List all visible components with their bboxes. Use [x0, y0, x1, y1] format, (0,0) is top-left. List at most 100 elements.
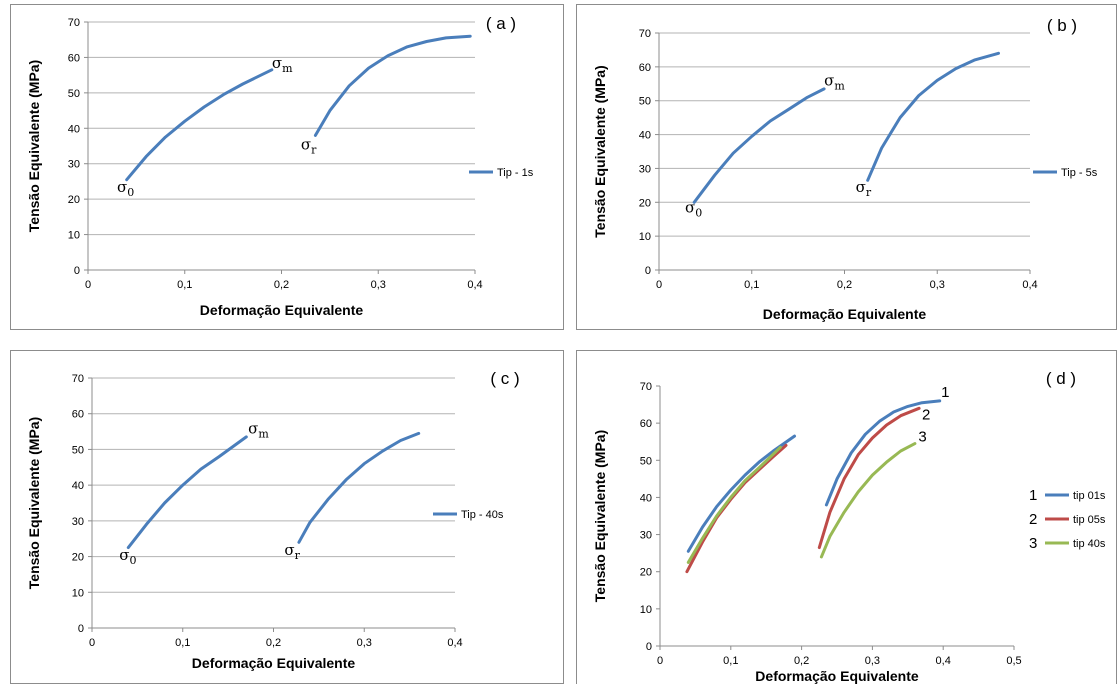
y-axis-title: Tensão Equivalente (MPa)	[26, 60, 42, 232]
x-tick-label: 0,5	[1006, 655, 1021, 667]
x-tick-label: 0,4	[447, 637, 462, 649]
x-tick-label: 0,3	[930, 279, 945, 291]
y-tick-label: 60	[68, 52, 80, 64]
sigma-symbol: σ	[248, 419, 258, 437]
y-tick-label: 70	[639, 28, 651, 40]
chart-panel-a: 0 10 20 30 40 50 60 70 0 0,1 0,2 0,3 0,4 Deformação E…	[10, 4, 564, 330]
y-tick-label: 20	[639, 197, 651, 209]
y-tick-label: 10	[640, 604, 652, 616]
sigma-subscript: r	[311, 144, 317, 157]
sigma-symbol: σ	[301, 136, 311, 154]
series-line	[125, 68, 274, 182]
x-tick-label: 0	[89, 637, 95, 649]
y-tick-label: 10	[68, 230, 80, 242]
x-tick-label: 0	[85, 279, 91, 291]
sigma-annotation: σr	[301, 136, 317, 157]
x-axis-title: Deformação Equivalente	[200, 302, 364, 318]
legend-label: Tip - 1s	[497, 167, 534, 179]
chart-svg: 0 10 20 30 40 50 60 70 0 0,1 0,2 0,3 0,4 Deformação E…	[592, 16, 1098, 322]
chart-svg: 0 10 20 30 40 50 60 70 0 0,1 0,2 0,3 0,4 Deformação E…	[26, 14, 534, 318]
curve-number-label: 3	[918, 429, 926, 446]
y-tick-label: 0	[645, 265, 651, 277]
y-tick-label: 50	[72, 444, 84, 456]
y-tick-label: 60	[72, 409, 84, 421]
sigma-annotation: σ0	[685, 198, 702, 219]
legend-label: tip 40s	[1073, 538, 1106, 550]
y-tick-label: 20	[640, 567, 652, 579]
x-tick-label: 0,3	[357, 637, 372, 649]
sigma-annotation: σr	[284, 541, 300, 562]
y-tick-label: 60	[640, 418, 652, 430]
legend-number: 3	[1029, 535, 1037, 552]
sigma-subscript: r	[866, 186, 872, 199]
sigma-symbol: σ	[856, 178, 866, 196]
x-tick-label: 0,3	[865, 655, 880, 667]
sigma-subscript: m	[258, 427, 269, 440]
series-line	[819, 442, 917, 559]
sigma-symbol: σ	[824, 71, 834, 89]
x-tick-label: 0	[656, 279, 662, 291]
curve-number-label: 1	[941, 384, 949, 401]
x-axis-title: Deformação Equivalente	[763, 306, 927, 322]
series-line	[686, 445, 782, 564]
panel-label: ( c )	[490, 369, 519, 388]
sigma-symbol: σ	[119, 546, 129, 564]
y-tick-label: 40	[640, 492, 652, 504]
y-tick-label: 10	[72, 587, 84, 599]
y-tick-label: 50	[639, 96, 651, 108]
chart-svg: 0 10 20 30 40 50 60 70 0 0,1 0,2 0,3 0,4 Deformação E…	[26, 369, 520, 671]
y-tick-label: 60	[639, 62, 651, 74]
y-tick-label: 30	[639, 163, 651, 175]
panel-label: ( d )	[1046, 369, 1076, 388]
x-tick-label: 0,2	[794, 655, 809, 667]
y-tick-label: 30	[68, 159, 80, 171]
y-tick-label: 30	[640, 530, 652, 542]
x-tick-label: 0,3	[371, 279, 386, 291]
y-tick-label: 50	[640, 455, 652, 467]
panel-label: ( a )	[486, 14, 516, 33]
y-tick-label: 70	[68, 17, 80, 29]
sigma-subscript: m	[834, 79, 845, 92]
series-line	[126, 435, 248, 550]
y-tick-label: 20	[72, 552, 84, 564]
y-tick-label: 0	[646, 641, 652, 653]
y-tick-label: 50	[68, 88, 80, 100]
series-line	[313, 34, 472, 137]
legend-label: tip 01s	[1073, 490, 1106, 502]
y-axis-title: Tensão Equivalente (MPa)	[592, 65, 608, 237]
y-tick-label: 40	[639, 130, 651, 142]
y-tick-label: 20	[68, 194, 80, 206]
sigma-symbol: σ	[685, 198, 695, 216]
x-tick-label: 0,1	[723, 655, 738, 667]
sigma-subscript: r	[295, 549, 301, 562]
sigma-annotation: σ0	[119, 546, 136, 567]
x-tick-label: 0,4	[936, 655, 951, 667]
sigma-annotation: σm	[248, 419, 269, 440]
sigma-annotation: σm	[824, 71, 845, 92]
y-tick-label: 10	[639, 231, 651, 243]
series-line	[692, 87, 826, 204]
sigma-symbol: σ	[284, 541, 294, 559]
x-tick-label: 0,4	[467, 279, 482, 291]
legend-label: tip 05s	[1073, 514, 1106, 526]
x-tick-label: 0,2	[837, 279, 852, 291]
y-tick-label: 30	[72, 516, 84, 528]
series-line	[686, 434, 796, 553]
legend-number: 1	[1029, 487, 1037, 504]
y-tick-label: 70	[72, 373, 84, 385]
x-axis-title: Deformação Equivalente	[192, 655, 356, 671]
x-tick-label: 0	[657, 655, 663, 667]
series-line	[817, 406, 921, 550]
x-tick-label: 0,4	[1022, 279, 1037, 291]
x-tick-label: 0,1	[744, 279, 759, 291]
y-tick-label: 0	[78, 623, 84, 635]
sigma-symbol: σ	[117, 178, 127, 196]
x-tick-label: 0,1	[175, 637, 190, 649]
panel-label: ( b )	[1047, 16, 1077, 35]
sigma-subscript: 0	[129, 554, 136, 567]
x-tick-label: 0,2	[274, 279, 289, 291]
y-axis-title: Tensão Equivalente (MPa)	[26, 417, 42, 589]
sigma-annotation: σ0	[117, 178, 134, 199]
sigma-subscript: m	[282, 62, 293, 75]
x-axis-title: Deformação Equivalente	[755, 668, 919, 684]
